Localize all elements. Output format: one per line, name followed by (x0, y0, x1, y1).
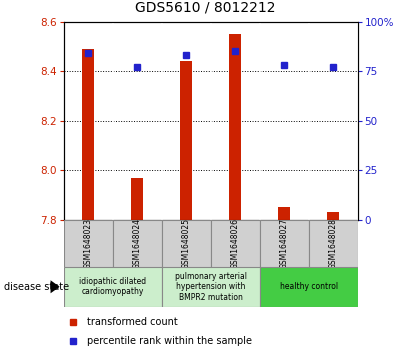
Text: disease state: disease state (4, 282, 69, 292)
Bar (162, 267, 260, 307)
Bar (327, 212, 339, 220)
Text: percentile rank within the sample: percentile rank within the sample (87, 336, 252, 346)
Text: GSM1648023: GSM1648023 (84, 218, 93, 269)
Bar (82, 49, 94, 220)
Bar (309, 220, 358, 267)
Bar (260, 220, 309, 267)
Text: idiopathic dilated
cardiomyopathy: idiopathic dilated cardiomyopathy (79, 277, 146, 297)
Bar (180, 61, 192, 220)
Bar (162, 220, 211, 267)
Text: GSM1648024: GSM1648024 (133, 218, 142, 269)
Bar (64, 220, 113, 267)
Text: GSM1648026: GSM1648026 (231, 218, 240, 269)
Bar (64, 267, 162, 307)
Text: GSM1648027: GSM1648027 (279, 218, 289, 269)
Bar (278, 207, 290, 220)
Bar (229, 34, 241, 220)
Bar (131, 178, 143, 220)
Text: healthy control: healthy control (279, 282, 338, 291)
Text: GDS5610 / 8012212: GDS5610 / 8012212 (135, 0, 276, 15)
Text: GSM1648025: GSM1648025 (182, 218, 191, 269)
Bar (260, 267, 358, 307)
Bar (113, 220, 162, 267)
Text: GSM1648028: GSM1648028 (328, 218, 337, 269)
Polygon shape (51, 280, 60, 293)
Text: pulmonary arterial
hypertension with
BMPR2 mutation: pulmonary arterial hypertension with BMP… (175, 272, 247, 302)
Text: transformed count: transformed count (87, 317, 178, 327)
Bar (211, 220, 260, 267)
